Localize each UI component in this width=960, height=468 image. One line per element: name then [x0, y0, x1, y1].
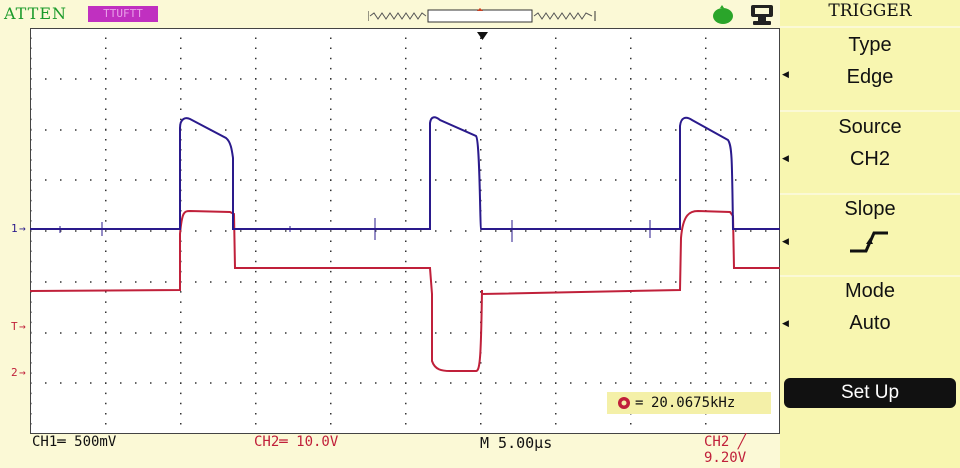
trigger-readout: CH2 ╱ 9.20V [704, 434, 747, 466]
menu-title: TRIGGER [828, 1, 912, 21]
menu-divider [780, 193, 960, 195]
ch2-arrow-icon: → [19, 366, 26, 379]
ch2-level-marker[interactable]: 2 [11, 366, 18, 379]
source-label: Source [838, 116, 902, 138]
slope-label: Slope [844, 198, 896, 220]
status-bar: CH1═ 500mV CH2═ 10.0V M 5.00μs CH2 ╱ 9.2… [0, 434, 780, 468]
rising-edge-icon [850, 231, 888, 253]
type-value: Edge [846, 66, 894, 88]
menu-arrow-icon: ◀ [782, 154, 789, 164]
usb-device-icon [751, 5, 773, 25]
menu-arrow-icon: ◀ [782, 70, 789, 80]
setup-button[interactable]: Set Up [784, 378, 956, 408]
frequency-equals: = [635, 395, 644, 411]
menu-divider [780, 110, 960, 112]
top-bar: ATTEN TTUFTT [0, 0, 780, 28]
mode-value: Auto [849, 312, 891, 334]
type-label: Type [848, 34, 892, 56]
frequency-counter-icon [618, 397, 630, 409]
ch1-trace [30, 116, 780, 230]
menu-item-mode[interactable]: Mode ◀ Auto [780, 277, 960, 359]
menu-item-source[interactable]: Source ◀ CH2 [780, 112, 960, 194]
ch1-level-marker[interactable]: 1 [11, 222, 18, 235]
menu-arrow-icon: ◀ [782, 237, 789, 247]
run-status-icon [713, 5, 733, 24]
frequency-readout: = 20.0675kHz [607, 392, 771, 414]
atten-label: ATTEN [4, 4, 67, 23]
graticule-frame [30, 28, 780, 434]
waveform-display [30, 28, 780, 434]
ch2-scale: CH2═ 10.0V [254, 434, 339, 450]
trigger-position-marker [477, 32, 488, 40]
trigger-menu: TRIGGER Type ◀ Edge Source ◀ CH2 Slope ◀… [780, 0, 960, 468]
ch1-arrow-icon: → [19, 222, 26, 235]
ch1-scale: CH1═ 500mV [32, 434, 117, 450]
trigger-level-marker[interactable]: T [11, 320, 18, 333]
source-value: CH2 [849, 148, 890, 170]
menu-divider [780, 26, 960, 28]
ch2-trace [30, 209, 780, 372]
timebase-readout: M 5.00μs [480, 434, 553, 452]
trigger-arrow-icon: → [19, 320, 26, 333]
mode-label: Mode [844, 280, 896, 302]
timebase-badge: TTUFTT [88, 6, 158, 22]
menu-arrow-icon: ◀ [782, 319, 789, 329]
frequency-value: 20.0675kHz [651, 395, 736, 411]
menu-item-slope[interactable]: Slope ◀ [780, 195, 960, 277]
ch1-noise-spikes [59, 218, 651, 242]
memory-position-bar [368, 8, 596, 23]
menu-item-type[interactable]: Type ◀ Edge [780, 28, 960, 110]
menu-divider [780, 275, 960, 277]
